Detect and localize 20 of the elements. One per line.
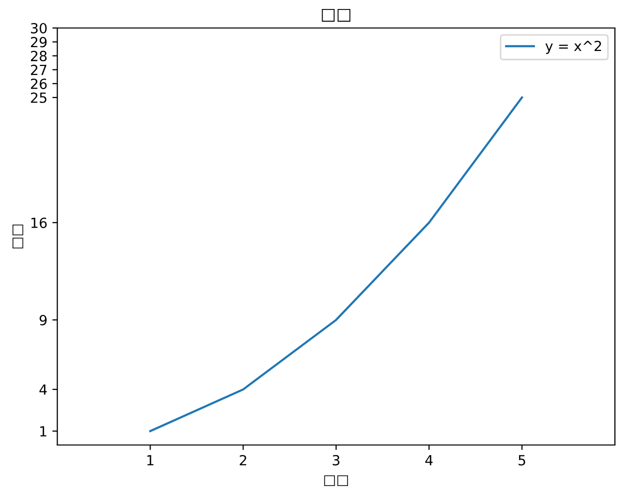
x-tick-label: 2 — [240, 454, 246, 466]
y-tick-label: 26 — [30, 78, 47, 90]
legend-label: y = x^2 — [545, 40, 602, 54]
y-tick-label: 28 — [30, 50, 47, 62]
y-tick-label: 1 — [40, 426, 46, 436]
y-axis-title: □□ — [12, 224, 24, 248]
x-tick-label: 4 — [425, 455, 433, 466]
line-series — [149, 96, 524, 432]
y-tick-label: 30 — [30, 22, 47, 34]
y-tick-label: 4 — [39, 384, 47, 395]
x-tick-label: 3 — [332, 454, 340, 466]
y-tick-label: 27 — [30, 64, 46, 75]
chart-title: □□ — [322, 8, 350, 22]
y-tick-label: 16 — [31, 218, 47, 228]
x-tick-label: 5 — [518, 455, 526, 466]
y-tick-label: 29 — [30, 36, 47, 48]
x-tick-label: 1 — [147, 455, 154, 466]
x-axis-title: □□ — [324, 475, 348, 486]
y-tick-label: 25 — [30, 92, 46, 103]
y-tick-label: 9 — [40, 314, 47, 326]
